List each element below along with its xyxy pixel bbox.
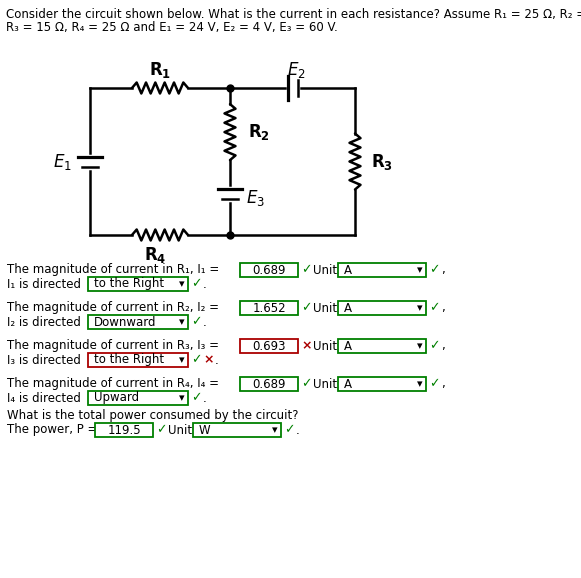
Text: ▾: ▾	[179, 279, 185, 289]
Text: ✓: ✓	[191, 277, 202, 291]
Text: ,: ,	[441, 339, 444, 353]
Text: 119.5: 119.5	[107, 424, 141, 436]
Text: Units: Units	[313, 302, 343, 314]
Text: .: .	[203, 316, 207, 328]
Text: 0.693: 0.693	[252, 339, 286, 353]
Text: I₂ is directed: I₂ is directed	[7, 316, 85, 328]
FancyBboxPatch shape	[193, 423, 281, 437]
Text: R₃ = 15 Ω, R₄ = 25 Ω and E₁ = 24 V, E₂ = 4 V, E₃ = 60 V.: R₃ = 15 Ω, R₄ = 25 Ω and E₁ = 24 V, E₂ =…	[6, 21, 338, 34]
Text: $\mathbf{R_2}$: $\mathbf{R_2}$	[248, 122, 270, 142]
Text: ×: ×	[301, 339, 311, 353]
Text: ▾: ▾	[417, 379, 423, 389]
Text: ✓: ✓	[156, 424, 167, 436]
Text: A: A	[344, 339, 352, 353]
Text: W: W	[199, 424, 211, 436]
Text: The power, P =: The power, P =	[7, 424, 101, 436]
Text: ✓: ✓	[301, 377, 311, 391]
Text: ✓: ✓	[191, 391, 202, 405]
Text: The magnitude of current in R₃, I₃ =: The magnitude of current in R₃, I₃ =	[7, 339, 223, 353]
Text: ▾: ▾	[179, 355, 185, 365]
FancyBboxPatch shape	[338, 377, 426, 391]
Text: A: A	[344, 302, 352, 314]
Text: ✓: ✓	[301, 302, 311, 314]
Text: What is the total power consumed by the circuit?: What is the total power consumed by the …	[7, 409, 299, 423]
Text: $\mathit{E_3}$: $\mathit{E_3}$	[246, 188, 265, 208]
Text: 1.652: 1.652	[252, 302, 286, 314]
FancyBboxPatch shape	[95, 423, 153, 437]
FancyBboxPatch shape	[240, 301, 298, 315]
Text: The magnitude of current in R₄, I₄ =: The magnitude of current in R₄, I₄ =	[7, 377, 223, 391]
Text: ▾: ▾	[417, 265, 423, 275]
Text: ✓: ✓	[191, 354, 202, 366]
Text: $\mathbf{R_4}$: $\mathbf{R_4}$	[144, 245, 166, 265]
FancyBboxPatch shape	[338, 301, 426, 315]
Text: ×: ×	[203, 354, 213, 366]
Text: ,: ,	[441, 302, 444, 314]
Text: $\mathit{E_2}$: $\mathit{E_2}$	[287, 60, 306, 80]
FancyBboxPatch shape	[88, 391, 188, 405]
Text: ▾: ▾	[179, 393, 185, 403]
FancyBboxPatch shape	[88, 353, 188, 367]
Text: Consider the circuit shown below. What is the current in each resistance? Assume: Consider the circuit shown below. What i…	[6, 8, 581, 21]
Text: .: .	[215, 354, 219, 366]
FancyBboxPatch shape	[88, 277, 188, 291]
Text: to the Right: to the Right	[94, 354, 164, 366]
Text: I₁ is directed: I₁ is directed	[7, 277, 85, 291]
Text: to the Right: to the Right	[94, 277, 164, 291]
Text: $\mathit{E_1}$: $\mathit{E_1}$	[52, 151, 71, 172]
Text: .: .	[296, 424, 300, 436]
Text: I₄ is directed: I₄ is directed	[7, 391, 85, 405]
Text: ✓: ✓	[429, 302, 439, 314]
Text: ▾: ▾	[417, 303, 423, 313]
FancyBboxPatch shape	[240, 263, 298, 277]
Text: ,: ,	[441, 377, 444, 391]
Text: Units: Units	[313, 264, 343, 276]
Text: ,: ,	[441, 264, 444, 276]
Text: ✓: ✓	[284, 424, 295, 436]
Text: 0.689: 0.689	[252, 377, 286, 391]
Text: Units: Units	[313, 377, 343, 391]
Text: 0.689: 0.689	[252, 264, 286, 276]
Text: ✓: ✓	[429, 264, 439, 276]
FancyBboxPatch shape	[240, 339, 298, 353]
Text: Units: Units	[168, 424, 198, 436]
Text: ✓: ✓	[429, 339, 439, 353]
Text: .: .	[203, 391, 207, 405]
Text: ▾: ▾	[179, 317, 185, 327]
Text: The magnitude of current in R₂, I₂ =: The magnitude of current in R₂, I₂ =	[7, 302, 223, 314]
Text: A: A	[344, 377, 352, 391]
Text: ✓: ✓	[301, 264, 311, 276]
FancyBboxPatch shape	[338, 339, 426, 353]
FancyBboxPatch shape	[240, 377, 298, 391]
Text: Upward: Upward	[94, 391, 139, 405]
Text: I₃ is directed: I₃ is directed	[7, 354, 85, 366]
FancyBboxPatch shape	[338, 263, 426, 277]
Text: Units: Units	[313, 339, 343, 353]
FancyBboxPatch shape	[88, 315, 188, 329]
Text: $\mathbf{R_1}$: $\mathbf{R_1}$	[149, 60, 171, 80]
Text: .: .	[203, 277, 207, 291]
Text: ▾: ▾	[417, 341, 423, 351]
Text: ✓: ✓	[191, 316, 202, 328]
Text: $\mathbf{R_3}$: $\mathbf{R_3}$	[371, 151, 393, 172]
Text: Downward: Downward	[94, 316, 156, 328]
Text: ▾: ▾	[272, 425, 278, 435]
Text: The magnitude of current in R₁, I₁ =: The magnitude of current in R₁, I₁ =	[7, 264, 223, 276]
Text: A: A	[344, 264, 352, 276]
Text: ✓: ✓	[429, 377, 439, 391]
